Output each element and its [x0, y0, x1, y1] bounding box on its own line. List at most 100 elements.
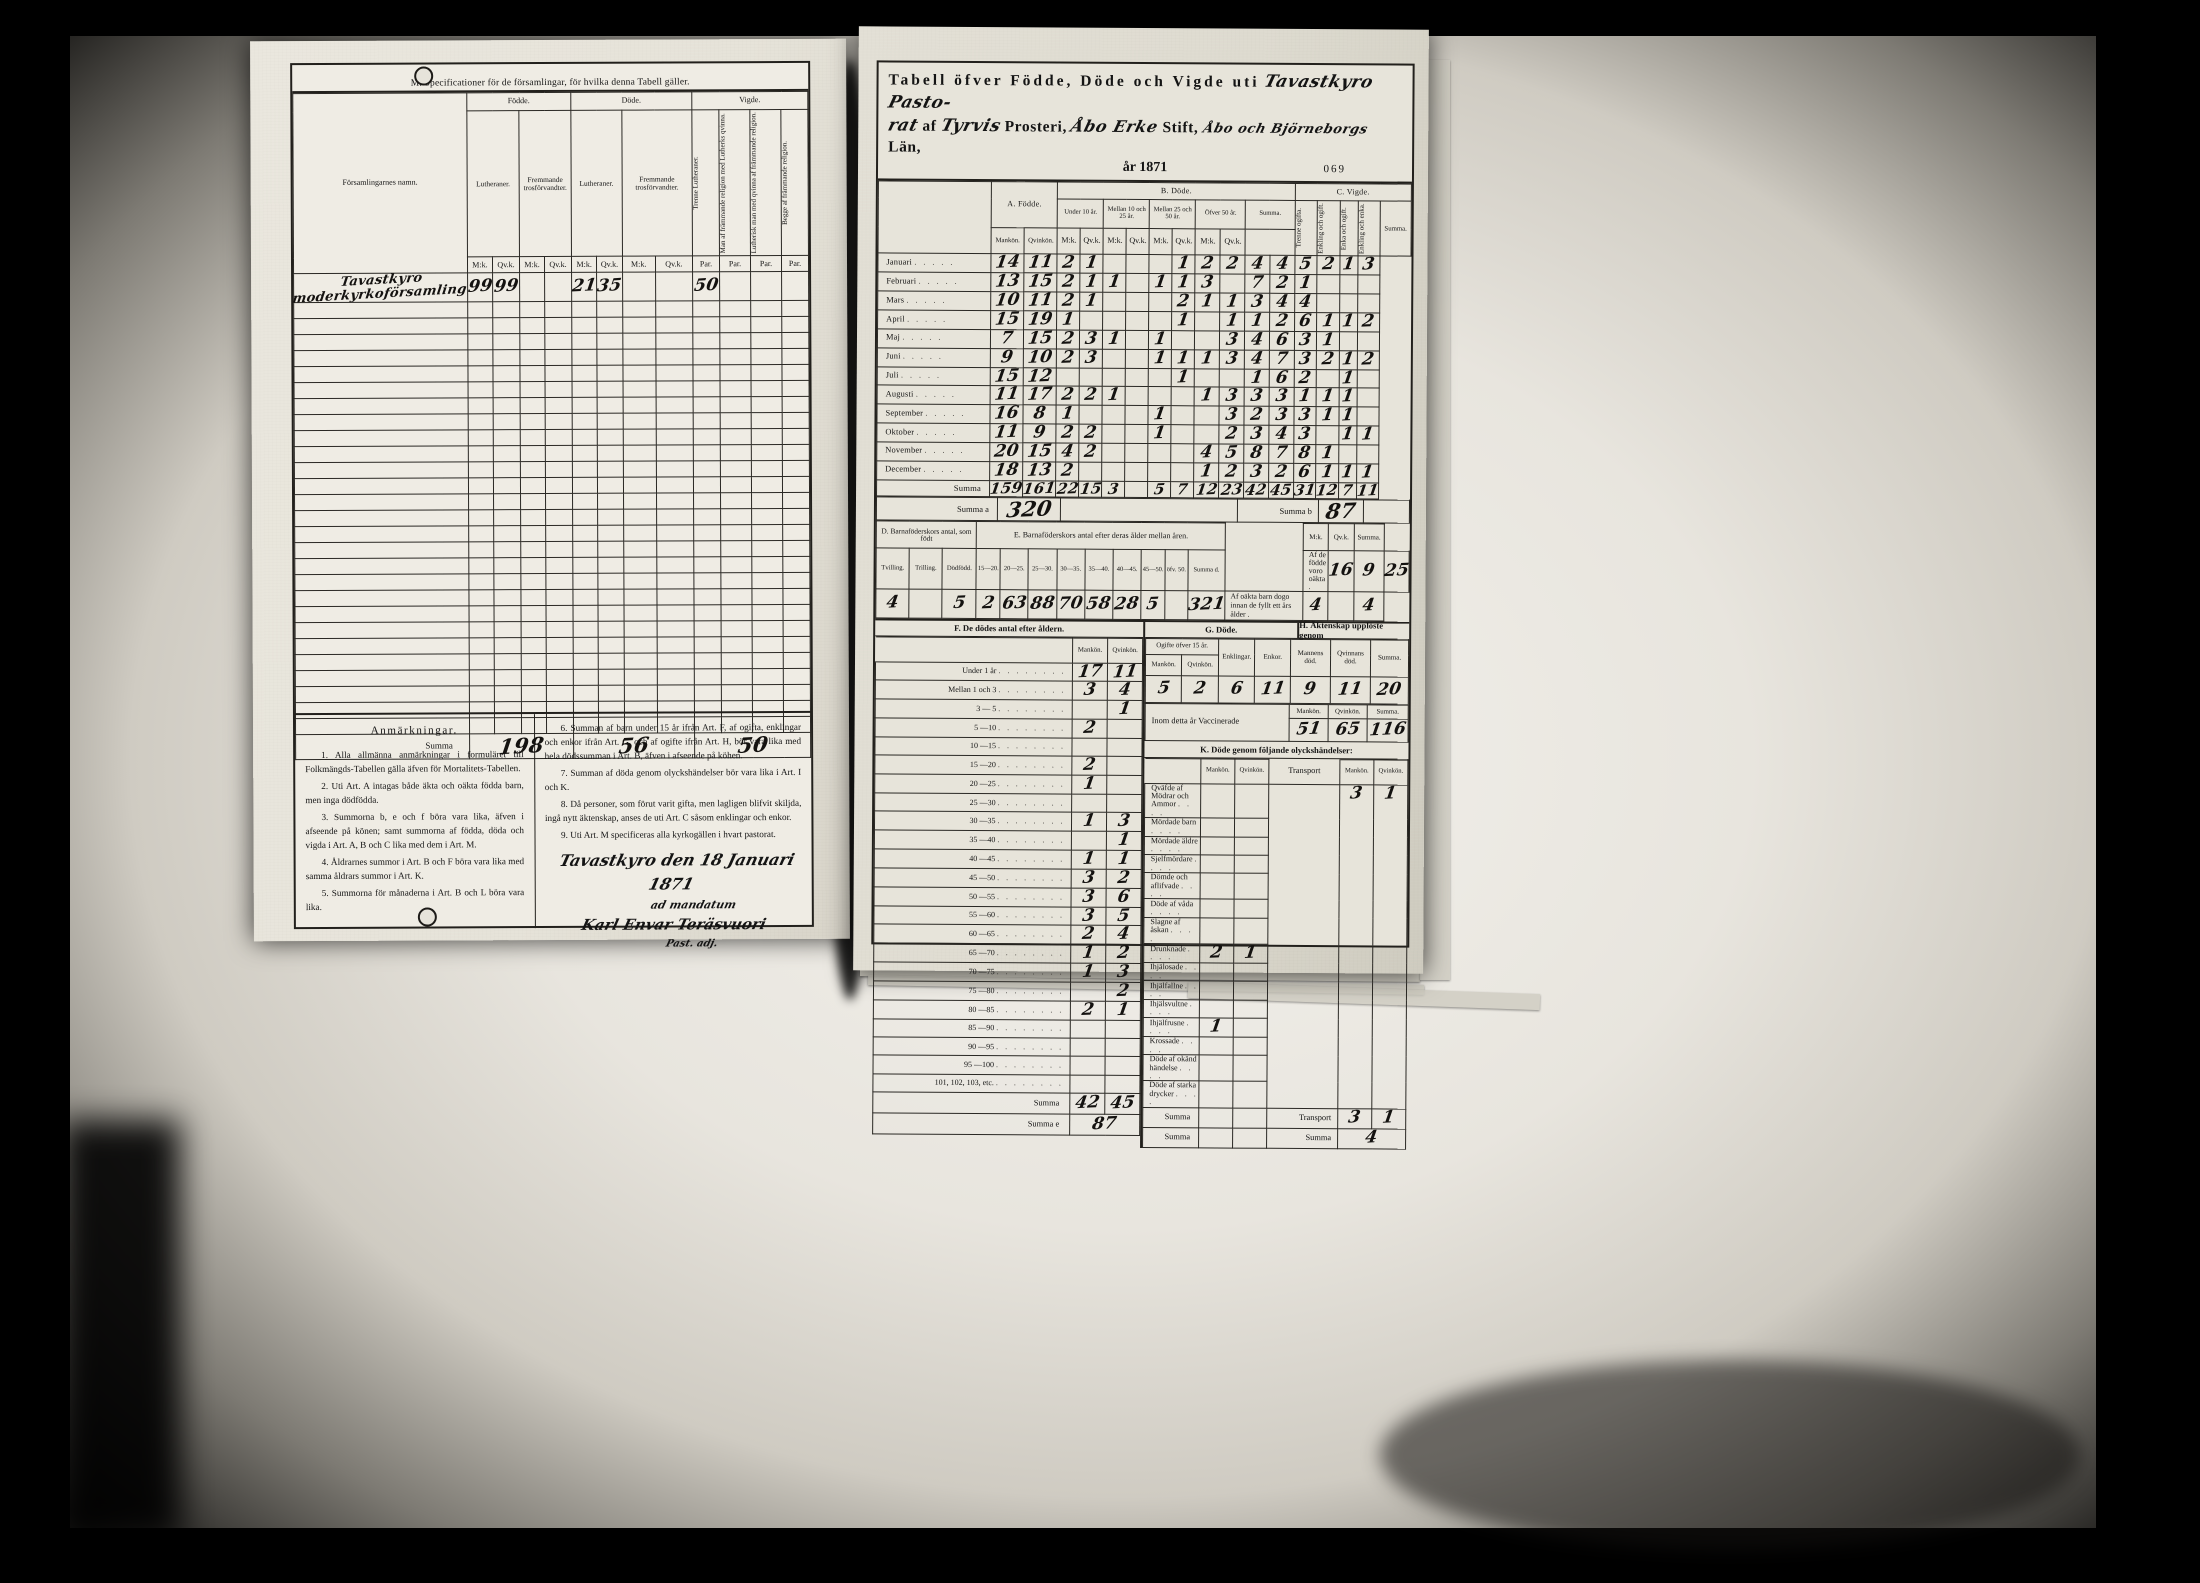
f-age-value[interactable] — [1069, 1056, 1106, 1076]
month-cell[interactable]: 3 — [1357, 255, 1380, 276]
month-cell[interactable]: 3 — [1244, 424, 1269, 445]
month-cell[interactable] — [1316, 274, 1340, 294]
f-age-value[interactable] — [1070, 1019, 1106, 1039]
month-cell[interactable]: 4 — [1294, 292, 1317, 313]
month-cell[interactable]: 15 — [1022, 441, 1057, 462]
f-age-row[interactable]: 3 — 5 . . . . . . . . 1 — [875, 699, 1143, 720]
month-cell[interactable]: 17 — [1023, 384, 1057, 405]
f-age-value[interactable]: 1 — [1070, 943, 1106, 964]
k-cause-value[interactable] — [1200, 818, 1235, 837]
month-cell[interactable] — [1125, 405, 1149, 425]
f-age-row[interactable]: 85 —90 . . . . . . . . — [873, 1018, 1141, 1039]
month-cell[interactable]: 7 — [990, 328, 1024, 349]
month-cell[interactable]: 6 — [1294, 311, 1317, 332]
month-cell[interactable]: 6 — [1293, 462, 1316, 483]
month-cell[interactable]: 2 — [1079, 441, 1103, 463]
month-cell[interactable]: 2 — [1268, 461, 1294, 483]
f-age-value[interactable]: 2 — [1072, 718, 1108, 739]
f-age-value[interactable] — [1104, 1056, 1141, 1076]
f-age-value[interactable] — [1070, 1038, 1106, 1057]
k-cause-value[interactable] — [1234, 873, 1269, 900]
month-cell[interactable] — [1102, 462, 1126, 482]
month-cell[interactable]: 1 — [1056, 404, 1080, 425]
month-cell[interactable] — [1171, 387, 1195, 407]
month-cell[interactable] — [1338, 444, 1357, 464]
month-cell[interactable] — [1194, 311, 1221, 331]
oakta-row2_mk[interactable]: 4 — [1302, 591, 1329, 621]
k-cause-value[interactable] — [1199, 981, 1234, 1000]
month-cell[interactable]: 1 — [1338, 348, 1357, 370]
oakta-row1_mk[interactable]: 16 — [1328, 551, 1355, 593]
month-cell[interactable]: 2 — [1056, 460, 1080, 481]
f-age-value[interactable]: 2 — [1106, 868, 1142, 889]
month-cell[interactable]: 1 — [1338, 424, 1357, 445]
month-cell[interactable] — [1148, 311, 1173, 331]
month-cell[interactable]: 7 — [1268, 443, 1294, 464]
k-transport-mankon-cell[interactable]: 3 — [1337, 783, 1374, 1109]
month-cell[interactable]: 2 — [1316, 349, 1339, 370]
month-cell[interactable] — [1125, 349, 1149, 369]
k-cause-value[interactable] — [1232, 1081, 1267, 1108]
f-age-row[interactable]: 95 —100 . . . . . . . . — [872, 1055, 1141, 1076]
month-cell[interactable]: 1 — [1294, 273, 1317, 294]
month-cell[interactable] — [1356, 388, 1380, 408]
f-age-value[interactable]: 1 — [1106, 849, 1142, 870]
month-cell[interactable] — [1125, 311, 1150, 331]
d-value[interactable]: 4 — [875, 589, 910, 618]
table-row[interactable]: Tavastkyro moderkyrkoförsamling 99 99 21… — [291, 271, 809, 307]
month-cell[interactable] — [1079, 461, 1103, 481]
month-cell[interactable]: 1 — [1315, 462, 1339, 483]
f-age-value[interactable]: 1 — [1106, 830, 1142, 851]
e-value[interactable]: 2 — [976, 589, 1001, 619]
f-age-value[interactable] — [1107, 719, 1143, 739]
month-cell[interactable]: 1 — [1103, 272, 1127, 293]
month-cell[interactable] — [1356, 407, 1380, 427]
month-cell[interactable]: 1 — [1316, 330, 1340, 351]
month-cell[interactable]: 7 — [1269, 348, 1294, 369]
month-cell[interactable]: 1 — [1171, 310, 1196, 331]
month-cell[interactable]: 3 — [1293, 424, 1316, 445]
month-cell[interactable] — [1194, 406, 1220, 426]
e-value[interactable]: 28 — [1112, 590, 1142, 620]
f-age-value[interactable] — [1072, 700, 1108, 720]
month-cell[interactable] — [1126, 273, 1150, 293]
k-cause-value[interactable] — [1198, 1081, 1233, 1108]
month-cell[interactable]: 1 — [1102, 385, 1126, 406]
month-cell[interactable] — [1079, 405, 1103, 425]
f-age-value[interactable]: 2 — [1070, 999, 1106, 1020]
month-cell[interactable] — [1125, 386, 1149, 406]
month-cell[interactable]: 1 — [1194, 348, 1220, 369]
month-cell[interactable]: 1 — [1195, 291, 1221, 312]
k-transport-qvinkon-cell[interactable]: 1 — [1371, 783, 1408, 1109]
k-cause-value[interactable] — [1199, 1036, 1234, 1056]
month-cell[interactable]: 2 — [1356, 349, 1380, 370]
month-cell[interactable] — [1149, 292, 1173, 312]
f-age-value[interactable]: 1 — [1071, 774, 1107, 795]
month-cell[interactable]: 1 — [1148, 404, 1172, 425]
month-cell[interactable]: 4 — [1056, 441, 1080, 462]
month-cell[interactable]: 2 — [1357, 311, 1380, 332]
f-age-value[interactable]: 6 — [1106, 886, 1142, 908]
month-cell[interactable]: 3 — [1268, 405, 1294, 426]
month-cell[interactable]: 10 — [1023, 347, 1057, 368]
month-cell[interactable]: 18 — [989, 459, 1023, 480]
f-age-row[interactable]: 5 —10 . . . . . . . . 2 — [875, 718, 1143, 739]
month-cell[interactable]: 4 — [1244, 329, 1270, 350]
month-cell[interactable]: 2 — [1079, 385, 1103, 406]
month-cell[interactable]: 1 — [1293, 386, 1317, 407]
f-age-value[interactable] — [1106, 775, 1142, 795]
month-cell[interactable] — [1125, 443, 1149, 463]
f-age-value[interactable]: 2 — [1105, 981, 1141, 1002]
month-cell[interactable]: 5 — [1219, 442, 1245, 463]
f-age-value[interactable]: 3 — [1072, 680, 1108, 701]
f-age-value[interactable]: 1 — [1071, 849, 1107, 870]
month-cell[interactable] — [1125, 330, 1149, 350]
month-cell[interactable]: 2 — [1316, 254, 1340, 276]
